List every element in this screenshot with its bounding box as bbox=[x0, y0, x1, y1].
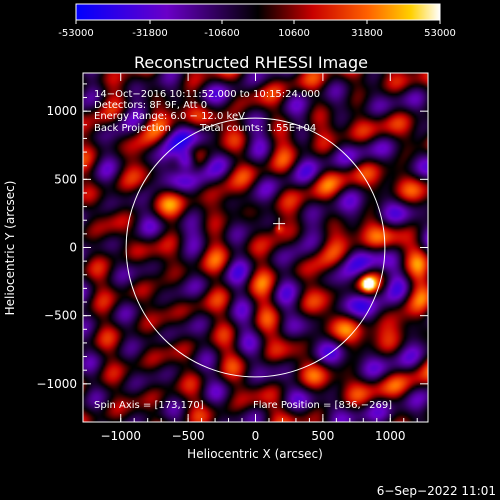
y-tick-label: 0 bbox=[69, 241, 77, 255]
annotation-detectors: Detectors: 8F 9F, Att 0 bbox=[94, 100, 207, 111]
spin-axis-label: Spin Axis = [173,170] bbox=[94, 400, 204, 411]
colorbar-tick-label: -53000 bbox=[58, 28, 93, 39]
disk-center-marker bbox=[273, 217, 286, 230]
annotation-energy-range: Energy Range: 6.0 − 12.0 keV bbox=[94, 111, 245, 122]
colorbar-tick-label: -31800 bbox=[132, 28, 167, 39]
annotation-total-counts: Total counts: 1.55E+04 bbox=[199, 123, 316, 134]
y-tick-label: −500 bbox=[44, 309, 77, 323]
colorbar-tick-label: 31800 bbox=[351, 28, 383, 39]
colorbar-tick-label: 10600 bbox=[278, 28, 310, 39]
flare-position-label: Flare Position = [836,−269] bbox=[253, 400, 392, 411]
x-axis-ticks: −1000 −500 0 500 1000 bbox=[100, 73, 418, 443]
y-axis-label: Heliocentric Y (arcsec) bbox=[3, 181, 17, 316]
colorbar bbox=[75, 3, 441, 21]
y-tick-label: 1000 bbox=[46, 104, 77, 118]
annotation-method: Back Projection bbox=[94, 123, 171, 134]
y-axis-ticks: −1000 −500 0 500 1000 bbox=[36, 83, 428, 391]
colorbar-ticks: -53000 -31800 -10600 10600 31800 53000 bbox=[58, 20, 456, 39]
x-tick-label: −1000 bbox=[100, 429, 141, 443]
plot-title: Reconstructed RHESSI Image bbox=[134, 53, 368, 72]
heatmap-image bbox=[83, 73, 428, 422]
annotation-time-range: 14−Oct−2016 10:11:52.000 to 10:15:24.000 bbox=[94, 89, 320, 100]
y-tick-label: −1000 bbox=[36, 377, 77, 391]
solar-limb-circle bbox=[125, 117, 386, 378]
x-tick-label: 0 bbox=[252, 429, 260, 443]
timestamp-label: 6−Sep−2022 11:01 bbox=[377, 484, 496, 498]
y-tick-label: 500 bbox=[54, 172, 77, 186]
x-axis-label: Heliocentric X (arcsec) bbox=[187, 447, 323, 461]
colorbar-tick-label: -10600 bbox=[204, 28, 239, 39]
colorbar-tick-label: 53000 bbox=[424, 28, 456, 39]
x-tick-label: −500 bbox=[172, 429, 205, 443]
x-tick-label: 500 bbox=[311, 429, 334, 443]
x-tick-label: 1000 bbox=[375, 429, 406, 443]
